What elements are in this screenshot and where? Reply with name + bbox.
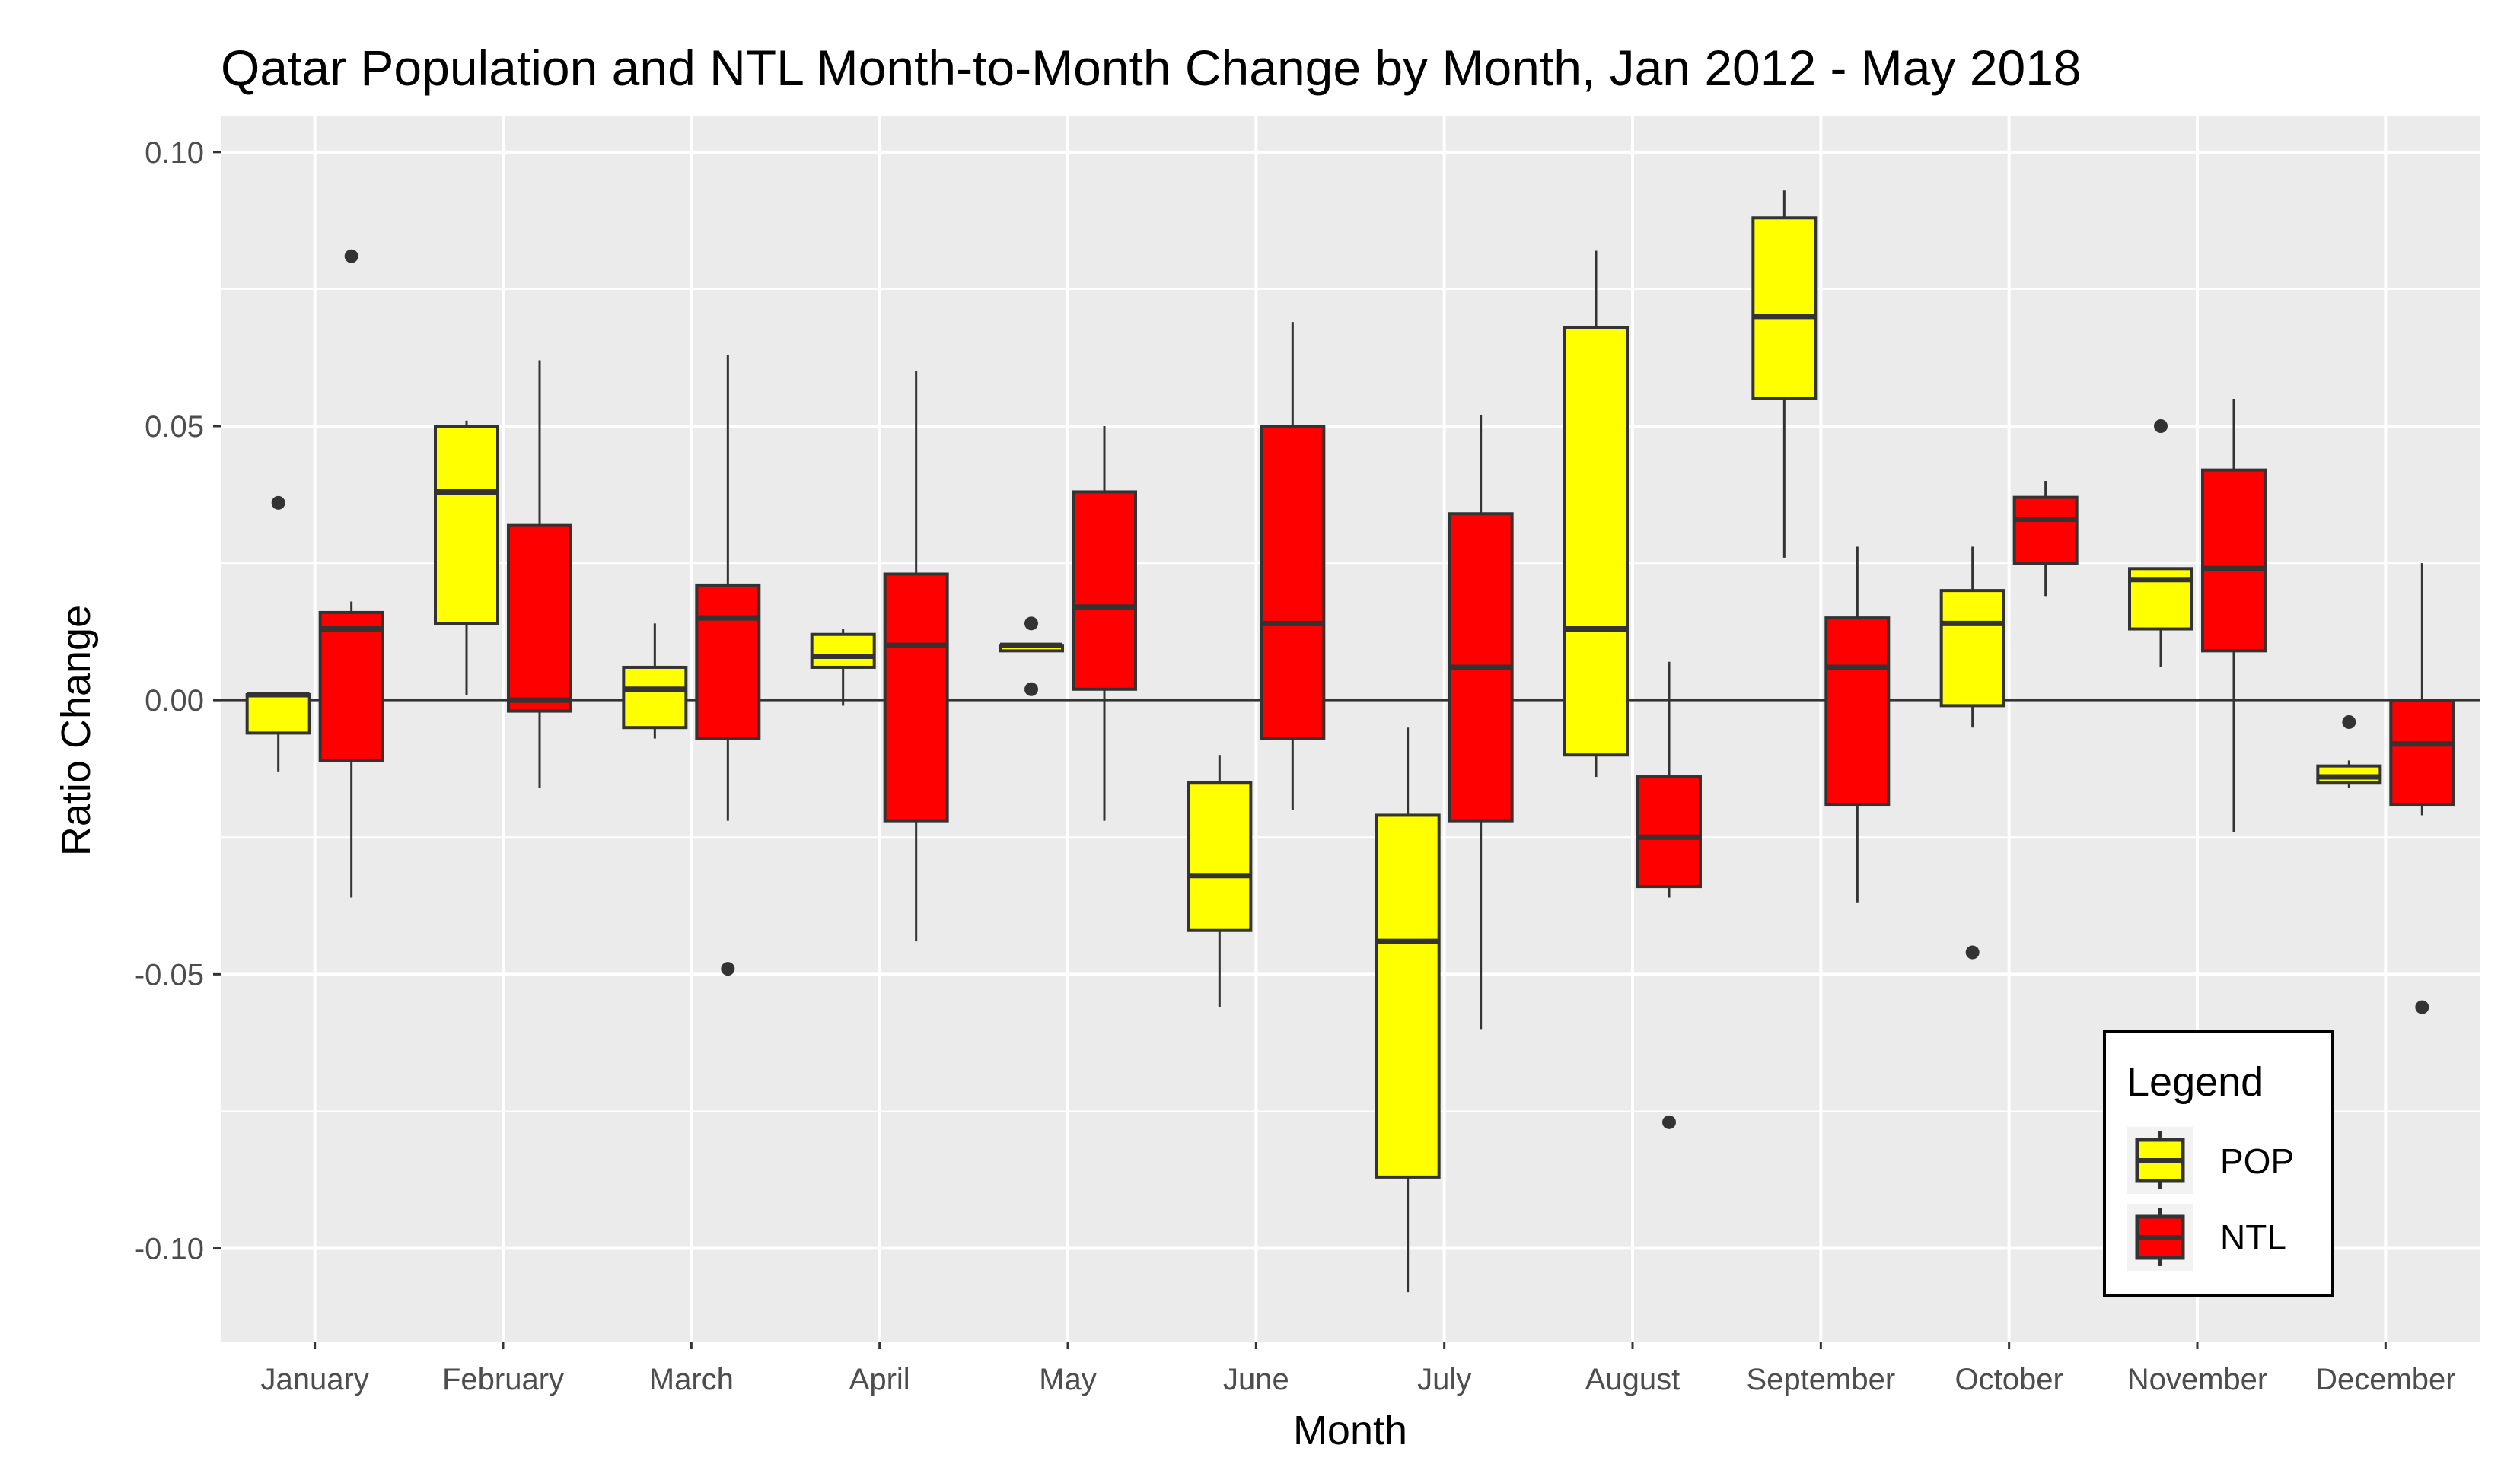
box-pop-december [2316, 715, 2382, 788]
x-tick-label: August [1585, 1363, 1681, 1396]
x-tick-label: July [1417, 1363, 1471, 1396]
box-body [245, 692, 311, 735]
box-body [1939, 589, 2005, 708]
box-body [507, 523, 572, 713]
x-tick-label: December [2315, 1363, 2456, 1396]
legend: Legend POP NTL [2103, 1030, 2334, 1297]
y-tick-label: 0.00 [145, 684, 204, 718]
x-tick-label: June [1223, 1363, 1289, 1396]
box-ntl-february [507, 360, 572, 788]
x-axis-title: Month [1293, 1408, 1407, 1453]
box-body [2389, 699, 2455, 807]
box-ntl-june [1260, 322, 1326, 810]
box-ntl-august [1636, 661, 1702, 1129]
legend-key-ntl [2127, 1204, 2193, 1271]
box-pop-january [245, 495, 311, 772]
box-ntl-october [2012, 481, 2079, 597]
box-body [810, 632, 876, 669]
x-axis-ticks: January February March April May June July Augu… [261, 1342, 2456, 1396]
x-tick-label: April [849, 1363, 910, 1396]
outlier-point [1965, 945, 1980, 960]
box-body [1636, 775, 1702, 889]
outlier-point [1024, 682, 1038, 696]
chart-title: Qatar Population and NTL Month-to-Month … [221, 40, 2082, 96]
outlier-point [2342, 715, 2356, 729]
box-body [434, 425, 499, 625]
legend-title: Legend [2127, 1059, 2264, 1105]
x-tick-label: November [2127, 1363, 2268, 1396]
box-ntl-november [2201, 398, 2267, 832]
box-body [883, 572, 949, 823]
box-body [1187, 781, 1253, 932]
y-tick-label: -0.10 [135, 1233, 204, 1266]
outlier-point [1024, 616, 1038, 631]
box-body [2012, 495, 2079, 565]
box-body [695, 583, 761, 740]
box-ntl-december [2389, 563, 2455, 1014]
box-pop-february [434, 420, 499, 695]
x-tick-label: January [261, 1363, 369, 1396]
box-body [1751, 216, 1818, 400]
box-body [2201, 468, 2267, 653]
box-body [1563, 326, 1629, 757]
outlier-point [2154, 419, 2168, 434]
box-pop-november [2128, 419, 2193, 667]
box-body [1824, 616, 1891, 807]
box-body [1072, 490, 1137, 691]
x-tick-label: October [1955, 1363, 2063, 1396]
box-pop-october [1939, 546, 2005, 960]
box-ntl-may [1072, 426, 1137, 821]
outlier-point [1662, 1115, 1676, 1129]
box-pop-july [1375, 727, 1441, 1293]
box-ntl-april [883, 371, 949, 942]
y-tick-label: -0.05 [135, 958, 204, 991]
outlier-point [721, 962, 735, 976]
x-tick-label: September [1746, 1363, 1895, 1396]
outlier-point [344, 249, 358, 263]
box-body [318, 610, 384, 762]
box-pop-march [622, 623, 688, 739]
x-tick-label: February [442, 1363, 564, 1396]
box-pop-september [1751, 190, 1818, 558]
box-pop-august [1563, 250, 1629, 778]
outlier-point [2415, 1000, 2429, 1014]
box-body [1375, 813, 1441, 1179]
box-body [1260, 425, 1326, 740]
x-tick-label: May [1039, 1363, 1097, 1396]
box-plots [245, 190, 2455, 1293]
box-body [622, 665, 688, 730]
box-ntl-july [1448, 415, 1514, 1030]
box-body [2316, 764, 2382, 785]
legend-key-pop [2127, 1127, 2193, 1194]
minor-gridlines [221, 288, 2480, 1112]
y-tick-label: 0.10 [145, 136, 204, 170]
box-pop-april [810, 629, 876, 706]
y-tick-label: 0.05 [145, 410, 204, 444]
legend-label-pop: POP [2220, 1141, 2294, 1181]
box-ntl-september [1824, 546, 1891, 903]
x-tick-label: March [649, 1363, 734, 1396]
box-pop-june [1187, 755, 1253, 1007]
legend-label-ntl: NTL [2220, 1217, 2286, 1257]
box-ntl-january [318, 249, 384, 898]
box-ntl-march [695, 355, 761, 976]
box-pop-may [999, 616, 1064, 696]
y-axis-title: Ratio Change [53, 605, 99, 856]
outlier-point [271, 495, 285, 510]
y-axis-ticks: 0.10 0.05 0.00 -0.05 -0.10 [135, 136, 221, 1266]
